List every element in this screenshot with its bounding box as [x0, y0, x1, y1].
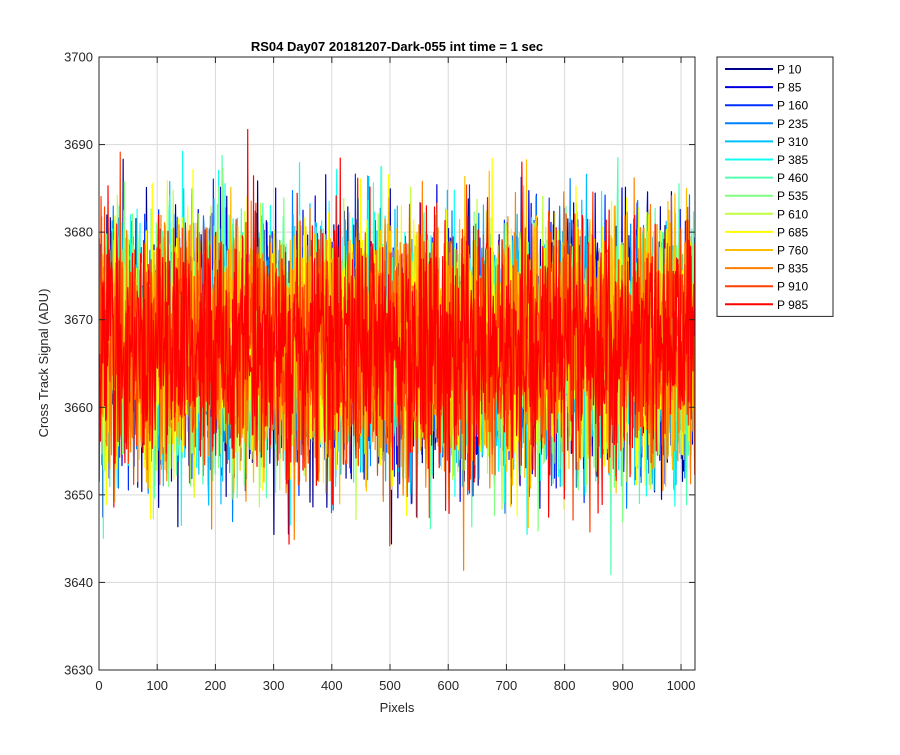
- y-tick-label: 3690: [64, 137, 93, 152]
- series-line-p-985: [98, 128, 696, 545]
- x-tick-label: 800: [554, 678, 576, 693]
- legend-box: [716, 56, 834, 317]
- y-tick-label: 3670: [64, 312, 93, 327]
- plot-frame: [98, 56, 696, 671]
- x-tick-label: 400: [321, 678, 343, 693]
- series-layer: [98, 128, 696, 576]
- x-tick-label: 600: [437, 678, 459, 693]
- legend-label: P 310: [777, 135, 808, 149]
- chart-title: RS04 Day07 20181207-Dark-055 int time = …: [251, 39, 543, 54]
- y-axis-label: Cross Track Signal (ADU): [36, 289, 51, 438]
- x-tick-label: 0: [95, 678, 102, 693]
- x-tick-label: 900: [612, 678, 634, 693]
- legend-label: P 685: [777, 225, 808, 239]
- x-tick-label: 300: [263, 678, 285, 693]
- legend-label: P 385: [777, 153, 808, 167]
- x-axis-label: Pixels: [380, 700, 415, 715]
- x-tick-label: 700: [496, 678, 518, 693]
- legend-label: P 10: [777, 63, 802, 77]
- legend-label: P 760: [777, 244, 808, 258]
- y-tick-label: 3680: [64, 225, 93, 240]
- ticks: 0 100 200 300 400 500 600 700 800 900 1000 3630 3640…: [64, 50, 695, 694]
- y-tick-label: 3630: [64, 663, 93, 678]
- legend-label: P 460: [777, 171, 808, 185]
- legend-label: P 235: [777, 117, 808, 131]
- y-tick-label: 3650: [64, 487, 93, 502]
- y-tick-label: 3700: [64, 50, 93, 65]
- y-tick-label: 3660: [64, 400, 93, 415]
- legend-label: P 535: [777, 189, 808, 203]
- legend-label: P 985: [777, 298, 808, 312]
- y-tick-label: 3640: [64, 575, 93, 590]
- legend: P 10 P 85 P 160 P 235 P 310 P 385 P 460 P 535 P …: [716, 56, 834, 317]
- legend-label: P 85: [777, 81, 802, 95]
- legend-label: P 610: [777, 207, 808, 221]
- legend-label: P 835: [777, 262, 808, 276]
- x-tick-label: 200: [205, 678, 227, 693]
- x-tick-label: 1000: [667, 678, 696, 693]
- legend-label: P 910: [777, 280, 808, 294]
- x-tick-label: 100: [146, 678, 168, 693]
- x-tick-label: 500: [379, 678, 401, 693]
- legend-label: P 160: [777, 99, 808, 113]
